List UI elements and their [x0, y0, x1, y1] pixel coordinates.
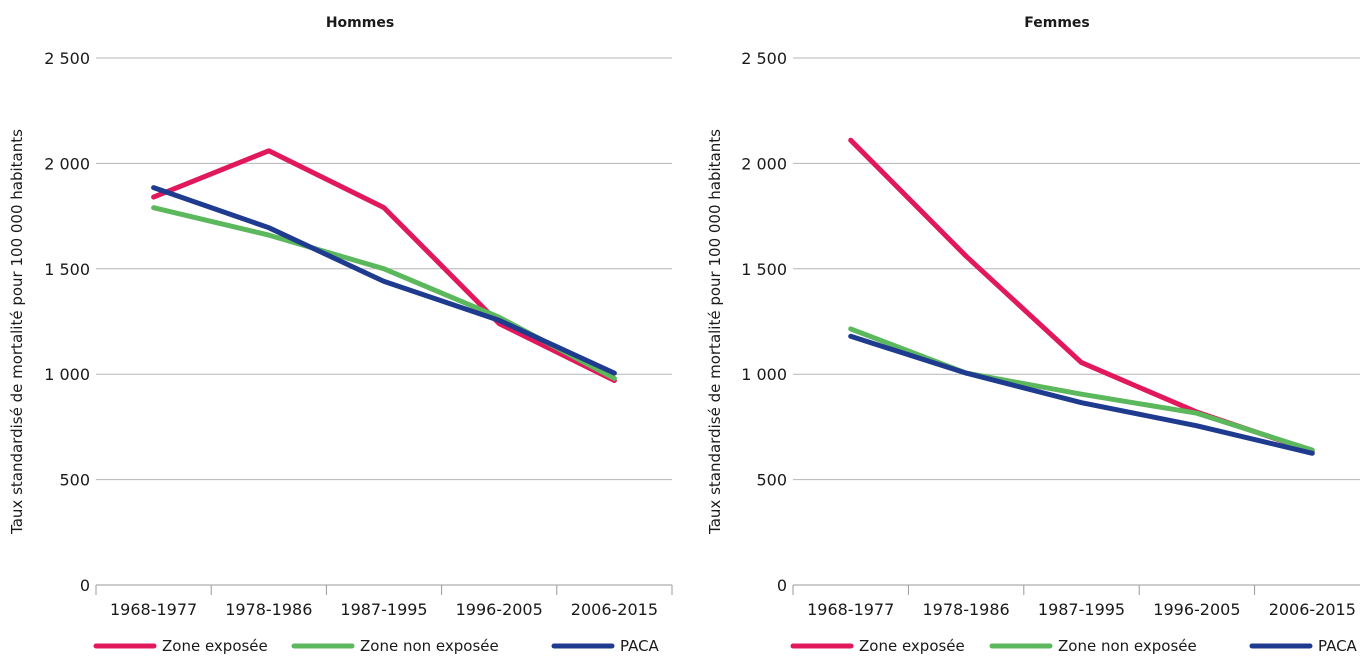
- legend-label: PACA: [1318, 637, 1358, 655]
- series-line-zone-exposee: [151, 148, 617, 383]
- x-tick-label: 1978-1986: [225, 600, 312, 619]
- series-line-zone-non-exposee: [848, 326, 1315, 453]
- y-tick-label: 2 000: [44, 154, 90, 173]
- y-tick-label: 2 500: [741, 49, 787, 68]
- x-tick-label: 2006-2015: [571, 600, 658, 619]
- chart-title: Femmes: [1024, 15, 1090, 31]
- legend-label: PACA: [620, 637, 660, 655]
- legend-label: Zone non exposée: [1058, 637, 1197, 655]
- y-tick-label: 2 000: [741, 154, 787, 173]
- legend-label: Zone non exposée: [360, 637, 499, 655]
- x-tick-label: 1987-1995: [340, 600, 427, 619]
- x-tick-label: 1968-1977: [110, 600, 197, 619]
- chart-femmes: Femmes 0 500 1 000 1 500 2 000 2 500 1968-1977 1…: [706, 15, 1360, 655]
- chart-title: Hommes: [326, 15, 394, 31]
- x-tick-label: 1968-1977: [807, 600, 894, 619]
- series-line-paca: [151, 185, 617, 376]
- y-axis-label: Taux standardisé de mortalité pour 100 0…: [706, 129, 724, 535]
- legend-label: Zone exposée: [859, 637, 965, 655]
- y-tick-label: 500: [59, 471, 90, 490]
- y-axis-label: Taux standardisé de mortalité pour 100 0…: [8, 129, 26, 535]
- series-line-zone-non-exposee: [151, 205, 617, 381]
- x-tick-label: 1996-2005: [1153, 600, 1240, 619]
- series-line-paca: [848, 333, 1315, 456]
- x-tick-label: 1996-2005: [456, 600, 543, 619]
- x-tick-label: 2006-2015: [1269, 600, 1356, 619]
- y-tick-label: 0: [777, 576, 787, 595]
- y-tick-label: 0: [80, 576, 90, 595]
- y-tick-label: 1 000: [44, 365, 90, 384]
- chart-hommes: Hommes 0 500 1 000 1 500 2 000 2 500 1968-1977 1…: [8, 15, 673, 655]
- x-tick-label: 1978-1986: [922, 600, 1009, 619]
- y-tick-label: 1 000: [741, 365, 787, 384]
- y-tick-label: 1 500: [44, 260, 90, 279]
- y-tick-label: 1 500: [741, 260, 787, 279]
- y-tick-label: 500: [756, 471, 787, 490]
- y-tick-label: 2 500: [44, 49, 90, 68]
- legend-label: Zone exposée: [162, 637, 268, 655]
- x-tick-label: 1987-1995: [1038, 600, 1125, 619]
